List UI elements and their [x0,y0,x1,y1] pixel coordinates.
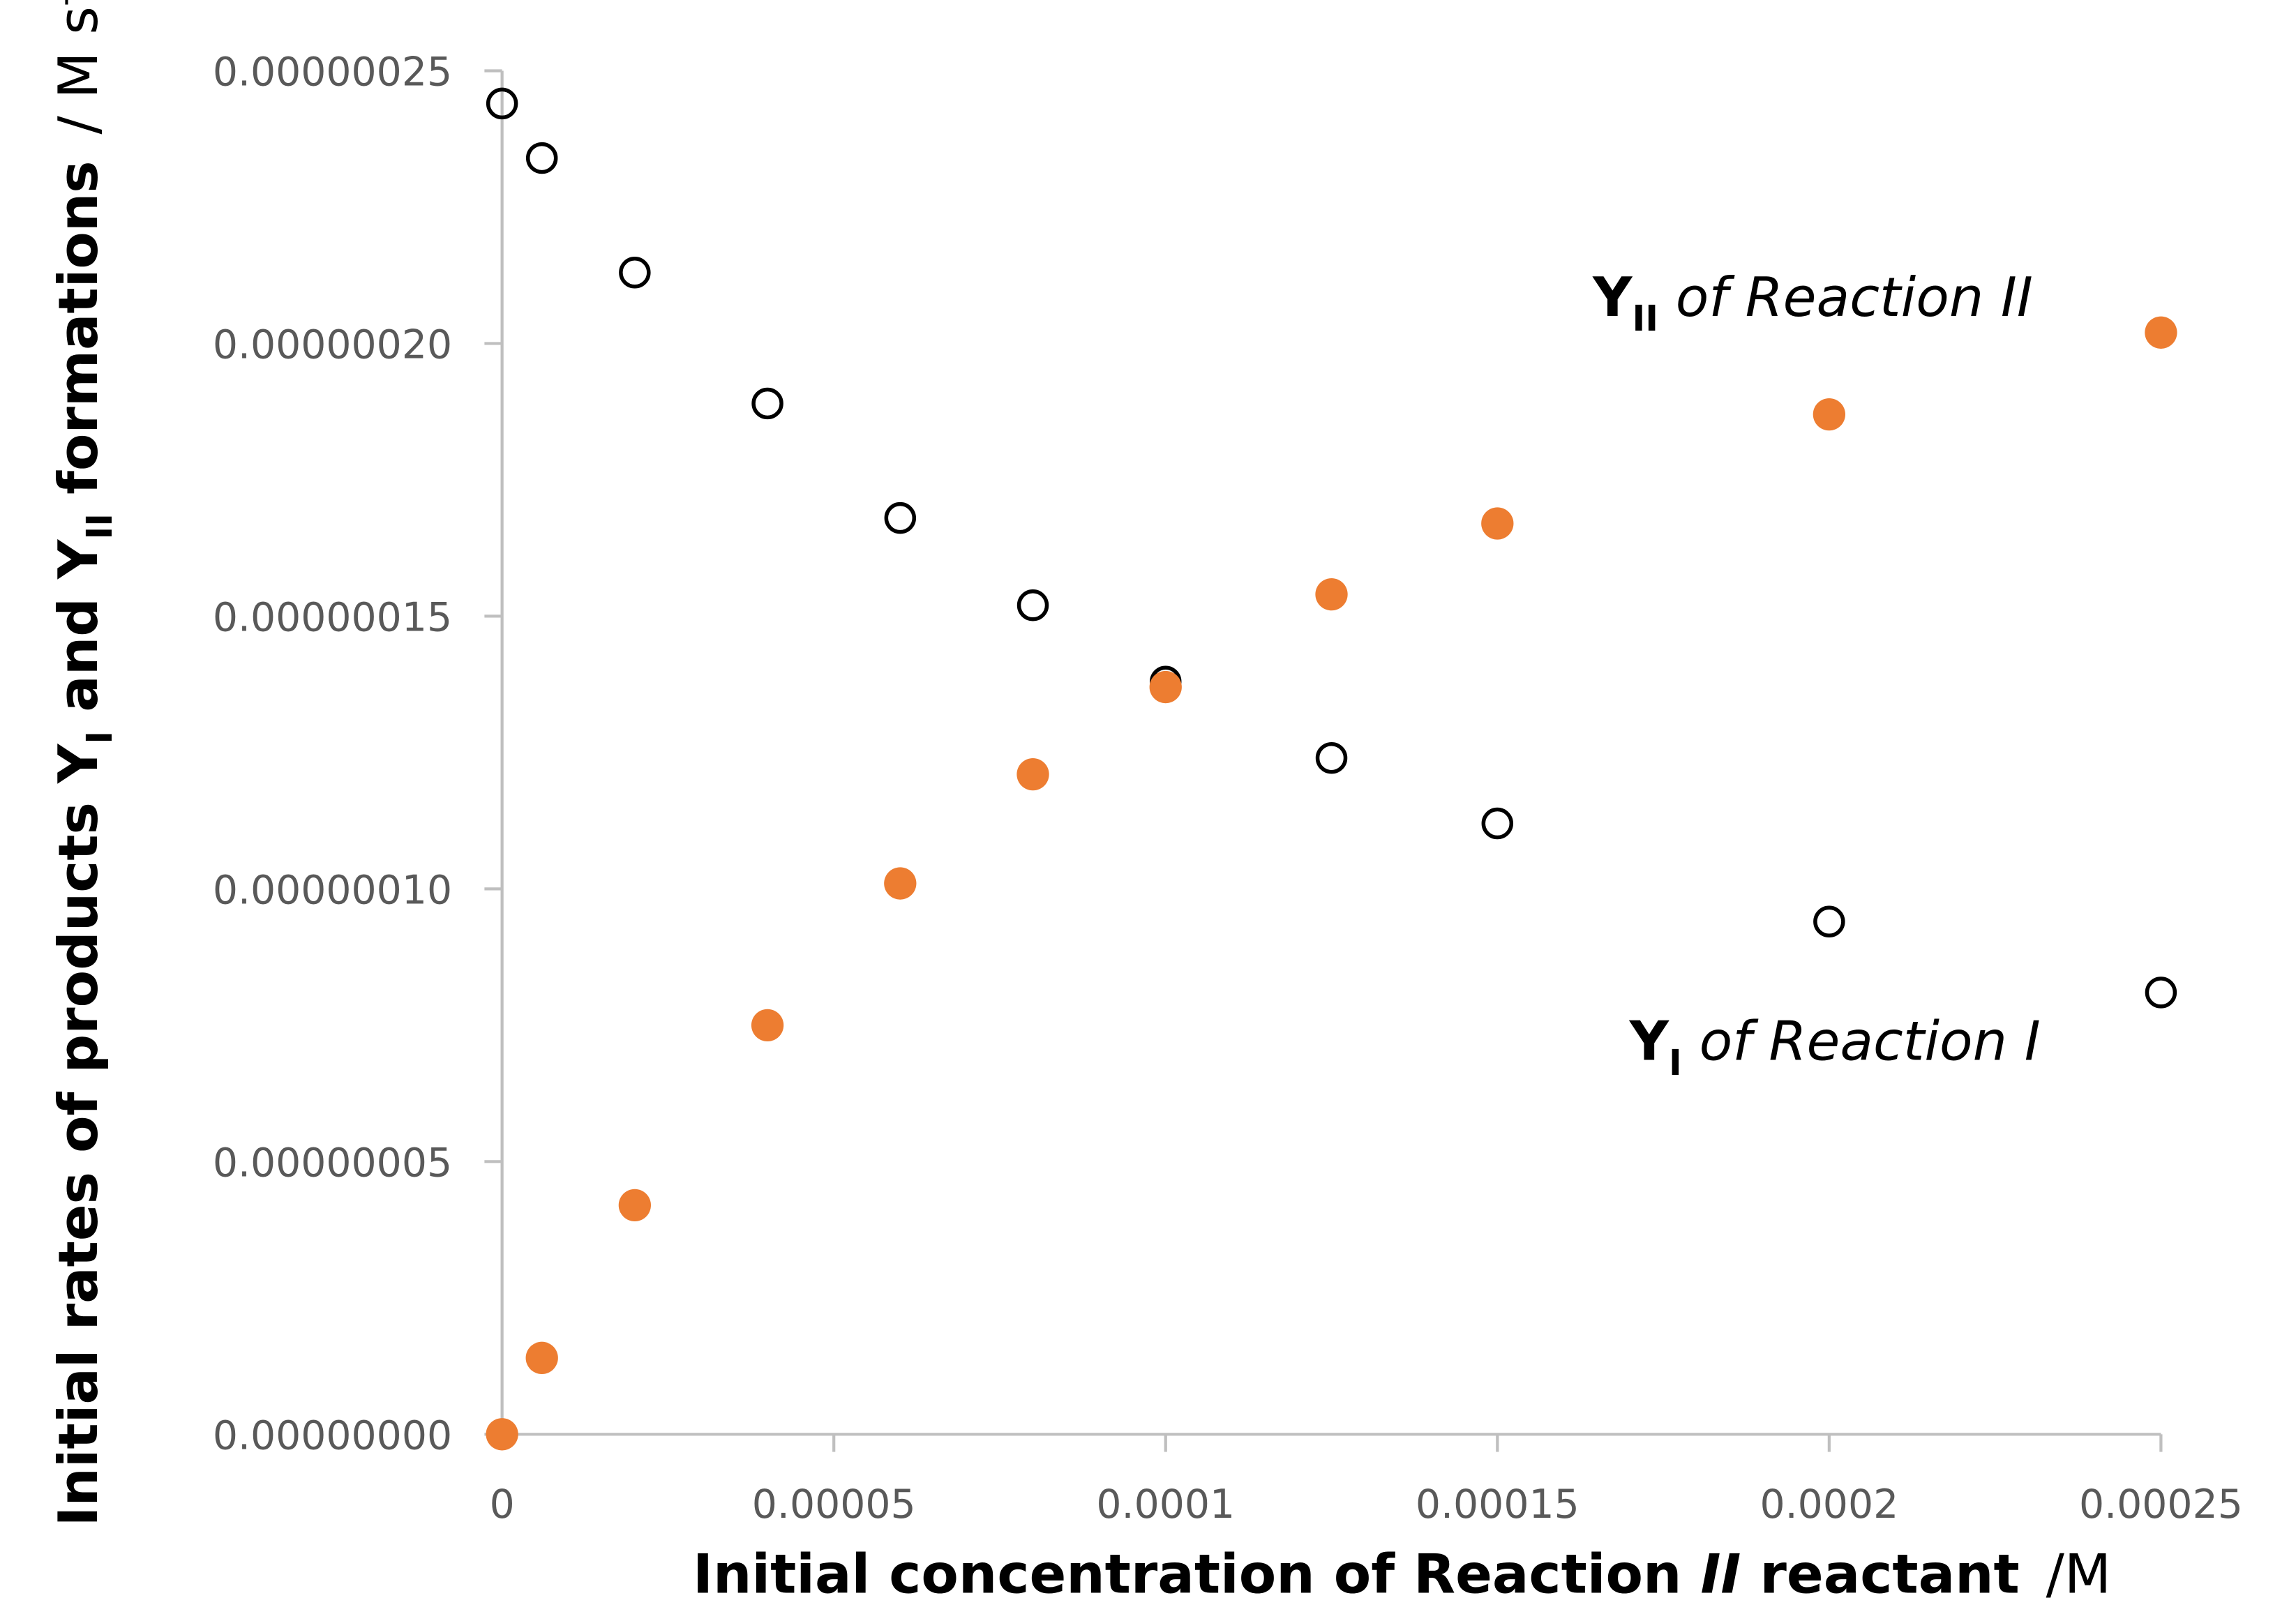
yi-data-point [1481,807,1514,840]
y-tick-label: 0.00000015 [213,594,452,640]
x-tick-label: 0.0002 [1759,1481,1898,1528]
yi-data-point [751,387,783,420]
yii-data-point [1481,507,1514,540]
yi-data-point [525,142,558,174]
yii-data-point [1016,758,1049,791]
yi-data-point [619,257,651,289]
yii-data-point [1813,398,1846,431]
yii-data-point [884,867,917,900]
y-tick-label: 0.00000010 [213,867,452,913]
yii-data-point [1315,578,1348,611]
yi-data-point [486,87,518,120]
yi-data-point [1016,589,1049,621]
x-tick-label: 0 [490,1481,515,1528]
yi-data-point [1813,905,1845,938]
x-tick-label: 0.00005 [752,1481,916,1528]
yi-data-point [2145,977,2177,1009]
y-tick-label: 0.00000025 [213,50,452,96]
yii-data-point [751,1009,784,1041]
axes [500,70,2161,1436]
x-tick-label: 0.00015 [1416,1481,1580,1528]
x-tick-label: 0.0001 [1096,1481,1235,1528]
annotation-yii: YII of Reaction II [1592,266,2033,339]
y-axis-label: Initial rates of products YI and YII for… [43,0,120,1527]
yi-data-point [884,502,917,534]
x-tick-label: 0.00025 [2079,1481,2243,1528]
annotation-yi: YI of Reaction I [1629,1011,2041,1083]
yii-data-point [486,1418,518,1451]
yi-data-point [1315,741,1348,774]
x-axis-label: Initial concentration of Reaction II rea… [693,1544,2111,1606]
yii-data-point [1149,670,1182,704]
y-tick-label: 0.00000000 [213,1412,452,1458]
yii-data-point [2145,316,2177,349]
y-tick-label: 0.00000005 [213,1140,452,1186]
y-tick-label: 0.00000020 [213,322,452,368]
yii-data-point [618,1189,652,1222]
yii-data-point [525,1341,558,1374]
